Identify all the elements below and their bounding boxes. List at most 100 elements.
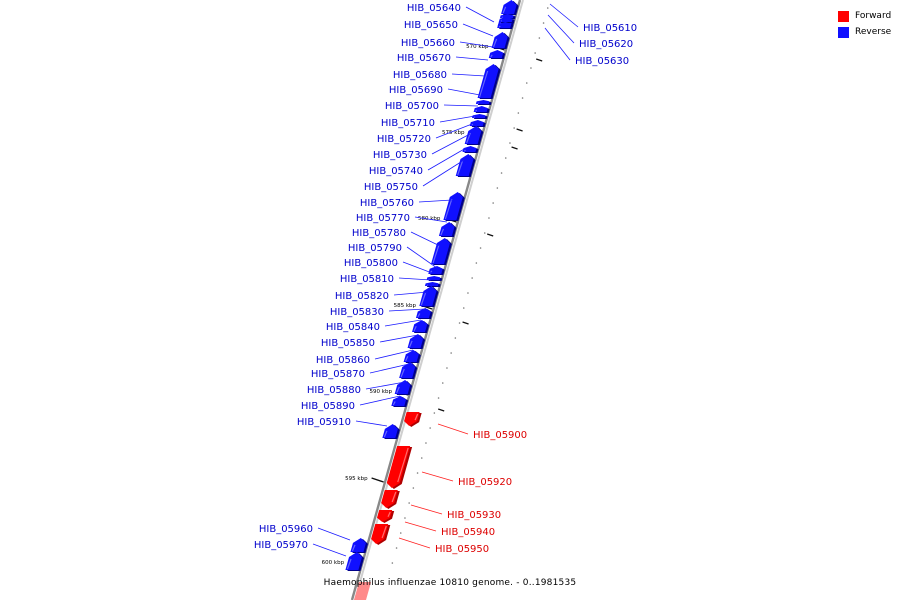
gene-highlight [432,244,440,264]
grid-dot [437,397,440,399]
leader-line [414,216,448,223]
grid-dot [467,292,469,294]
leader-line [544,27,571,61]
grid-dot [475,262,478,264]
grid-dot [420,457,423,459]
gene-label-hib_05880: HIB_05880 [307,385,361,396]
gene-block-hib_05940 [377,510,393,522]
gene-block-hib_05770 [438,222,455,236]
leader-line [388,308,426,312]
grid-dot [450,352,452,354]
reverse-swatch-icon [838,26,849,38]
grid-dot [513,127,515,129]
grid-dot [534,52,536,54]
gene-block-hib_05930 [381,490,398,508]
gene-highlight [493,38,498,48]
gene-label-hib_05780: HIB_05780 [352,228,406,239]
gene-highlight [413,325,417,332]
gene-label-hib_05770: HIB_05770 [356,213,410,224]
grid-dot [517,112,520,114]
grid-dash [516,128,523,132]
grid-dot [391,562,394,564]
leader-line [547,14,575,44]
gene-label-hib_05920: HIB_05920 [458,477,512,488]
leader-line [443,104,479,107]
gene-label-hib_05660: HIB_05660 [401,38,455,49]
grid-dot [462,307,465,309]
grid-dot [404,517,406,519]
gene-block-hib_05960 [350,538,366,552]
gene-label-hib_05740: HIB_05740 [369,166,423,177]
gene-highlight [351,544,356,552]
gene-highlight [457,160,464,176]
gene-label-hib_05790: HIB_05790 [348,243,402,254]
gene-label-hib_05670: HIB_05670 [397,53,451,64]
leader-line [418,199,453,203]
grid-dot [530,67,532,69]
grid-dot [500,172,503,174]
genome-caption: Haemophilus influenzae 10810 genome. - 0… [323,578,577,588]
legend-label-forward: Forward [855,11,892,21]
tick-label: 585 kbp [394,303,417,309]
leader-line [439,115,476,123]
grid-dot [479,247,482,249]
grid-dot [433,412,436,414]
grid-dot [454,337,457,339]
gene-block-partial [354,582,372,600]
tick-label: 570 kbp [466,44,489,50]
gene-block-hib_05620 [499,14,514,18]
gene-label-hib_05960: HIB_05960 [259,524,313,535]
gene-label-hib_05930: HIB_05930 [447,510,501,521]
leader-line [379,334,419,343]
gene-block-hib_05690 [475,100,490,104]
gene-label-hib_05840: HIB_05840 [326,322,380,333]
tick-label: 590 kbp [370,389,393,395]
gene-label-hib_05610: HIB_05610 [583,23,637,34]
leader-line [355,420,388,427]
gene-highlight [490,54,493,58]
gene-highlight [466,132,471,144]
gene-label-hib_05970: HIB_05970 [254,540,308,551]
gene-block-hib_05950 [371,524,389,544]
gene-label-hib_05750: HIB_05750 [364,182,418,193]
leader-line [384,319,422,327]
gene-block-hib_05780 [431,238,450,264]
leader-line [410,231,441,247]
gene-highlight [387,511,391,518]
gene-highlight [464,149,466,152]
grid-dot [538,37,541,39]
grid-dot [441,382,444,384]
tick-mark [371,477,384,483]
gene-block-hib_05720 [469,120,484,126]
leader-line [312,543,347,557]
gene-highlight [471,123,474,126]
leader-line [447,88,481,96]
leader-line [410,504,443,515]
leader-line [465,6,495,23]
gene-highlight [420,292,427,306]
leader-line [459,41,494,48]
gene-label-hib_05860: HIB_05860 [316,355,370,366]
gene-block-hib_05750 [455,154,474,176]
gene-highlight [475,109,478,112]
gene-block-hib_05880 [394,380,411,394]
leader-line [369,363,410,374]
gene-block-hib_05700 [473,106,488,112]
legend: Forward Reverse [838,8,891,40]
gene-block-hib_05650 [497,22,512,28]
gene-label-hib_05630: HIB_05630 [575,56,629,67]
gene-block-hib_05890 [391,396,407,406]
leader-line [549,3,579,28]
grid-dot [395,547,398,549]
grid-dash [511,146,518,150]
grid-dot [496,187,499,189]
gene-block-hib_05790 [428,266,443,274]
grid-dash [462,321,469,325]
grid-dash [535,58,543,62]
gene-block-hib_05850 [407,334,424,348]
gene-label-hib_05870: HIB_05870 [311,369,365,380]
gene-block-hib_05640 [498,17,513,22]
gene-block-hib_05610 [501,0,517,14]
grid-dot [504,157,507,159]
